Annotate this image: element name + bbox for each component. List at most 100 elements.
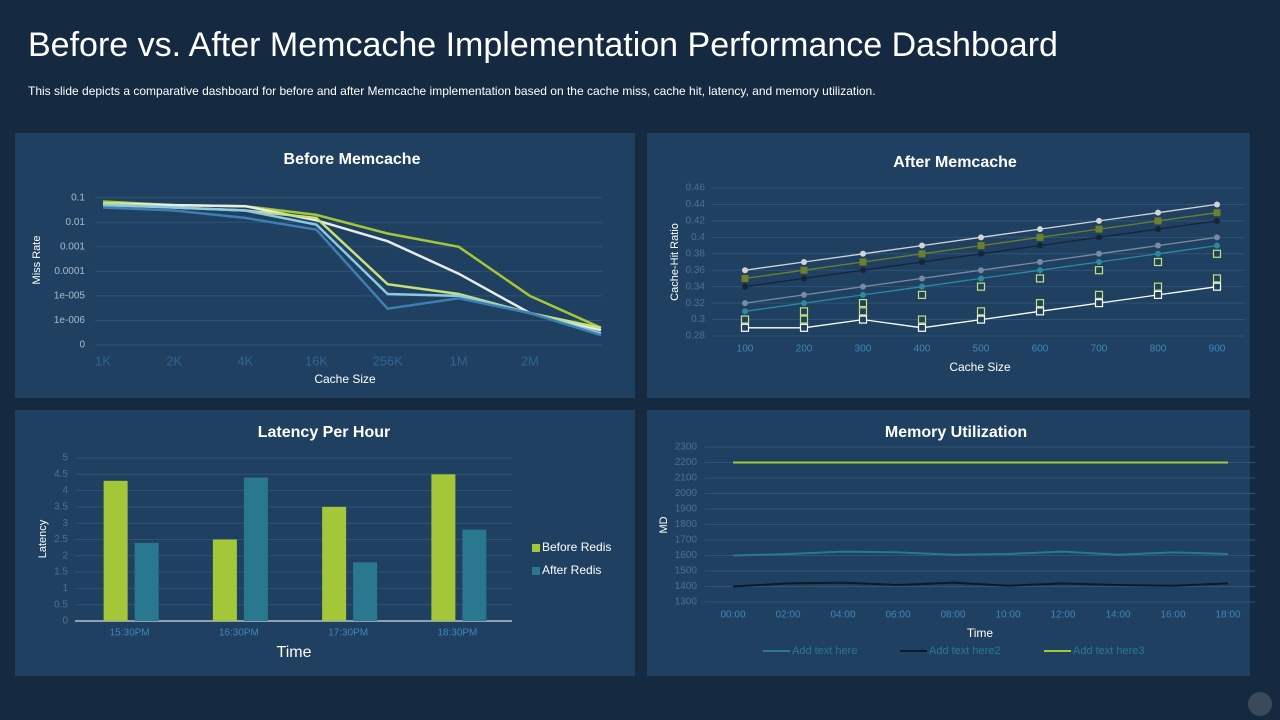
x-tick-label: 18:00	[1215, 610, 1240, 621]
y-tick-label: 2	[62, 550, 68, 561]
x-tick-label: 300	[855, 344, 872, 355]
point	[1155, 250, 1161, 257]
point	[917, 323, 927, 332]
y-tick-label: 0.32	[686, 298, 706, 309]
point	[1154, 217, 1162, 225]
point	[919, 242, 925, 249]
bar	[243, 477, 268, 621]
point	[1094, 266, 1104, 275]
point	[742, 300, 748, 307]
y-axis-label: MD	[658, 516, 670, 533]
point	[801, 259, 807, 265]
point	[1094, 299, 1104, 308]
y-tick-label: 1400	[675, 581, 698, 592]
point	[1095, 225, 1103, 233]
legend-label: Add text here3	[1073, 645, 1145, 657]
x-axis-label: Cache Size	[314, 372, 376, 386]
point	[1037, 242, 1043, 249]
y-axis-label: Cache-Hit Ratio	[669, 223, 681, 301]
legend-swatch	[532, 544, 540, 552]
y-tick-label: 0.5	[54, 599, 68, 610]
point	[1213, 209, 1221, 217]
point	[1094, 290, 1104, 299]
point	[740, 323, 750, 332]
point	[976, 315, 986, 324]
series-line	[732, 550, 1229, 557]
point	[860, 283, 866, 290]
x-tick-label: 14:00	[1105, 610, 1130, 621]
y-tick-label: 0.34	[686, 281, 706, 292]
x-tick-label: 2K	[166, 353, 182, 368]
series-line	[102, 201, 602, 332]
x-tick-label: 06:00	[885, 610, 910, 621]
point	[1035, 299, 1045, 308]
bar	[103, 480, 128, 621]
point	[1214, 242, 1220, 249]
y-tick-label: 1900	[675, 504, 698, 515]
x-tick-label: 15:30PM	[110, 628, 150, 639]
y-tick-label: 0.42	[686, 216, 706, 227]
legend-label: Add text here	[792, 645, 857, 657]
point	[1214, 234, 1220, 241]
point	[742, 267, 748, 274]
legend-label: After Redis	[542, 563, 601, 577]
nav-dot	[1248, 692, 1272, 716]
x-tick-label: 08:00	[940, 610, 965, 621]
x-tick-label: 18:30PM	[437, 628, 477, 639]
y-tick-label: 3	[62, 518, 68, 529]
point	[1214, 201, 1220, 208]
point	[917, 315, 927, 324]
point	[978, 275, 984, 282]
point	[740, 315, 750, 324]
series-line	[732, 581, 1229, 588]
point	[1155, 226, 1161, 233]
point	[1036, 233, 1044, 241]
point	[978, 267, 984, 274]
y-tick-label: 1800	[675, 519, 698, 530]
y-tick-label: 1.5	[54, 567, 68, 578]
y-tick-label: 0.1	[71, 192, 85, 203]
y-axis-label: Miss Rate	[31, 236, 43, 285]
panel	[647, 410, 1250, 676]
point	[1155, 242, 1161, 249]
point	[1096, 234, 1102, 241]
bar	[431, 474, 456, 621]
point	[1155, 209, 1161, 216]
legend-label: Before Redis	[542, 540, 611, 554]
x-tick-label: 256K	[372, 353, 403, 368]
y-tick-label: 0	[62, 616, 68, 627]
point	[858, 299, 868, 308]
panel	[647, 133, 1250, 398]
x-tick-label: 04:00	[830, 610, 855, 621]
point	[1035, 274, 1045, 283]
y-tick-label: 1700	[675, 535, 698, 546]
point	[742, 308, 748, 315]
page-title: Before vs. After Memcache Implementation…	[28, 26, 1058, 64]
chart-title: Before Memcache	[284, 151, 421, 168]
x-tick-label: 100	[737, 344, 754, 355]
point	[1212, 274, 1222, 283]
x-axis-label: Time	[277, 644, 312, 661]
x-tick-label: 02:00	[775, 610, 800, 621]
point	[1153, 290, 1163, 299]
point	[977, 242, 985, 250]
point	[741, 274, 749, 282]
x-tick-label: 4K	[237, 353, 253, 368]
point	[1214, 217, 1220, 224]
x-tick-label: 16:30PM	[219, 628, 259, 639]
y-tick-label: 0.38	[686, 248, 706, 259]
y-tick-label: 2.5	[54, 534, 68, 545]
y-tick-label: 0.3	[691, 314, 705, 325]
bar	[212, 539, 237, 621]
point	[801, 300, 807, 307]
y-tick-label: 2200	[675, 457, 698, 468]
y-tick-label: 3.5	[54, 502, 68, 513]
chart-title: Memory Utilization	[885, 424, 1027, 441]
point	[976, 282, 986, 291]
point	[1035, 307, 1045, 316]
point	[1037, 226, 1043, 233]
point	[1096, 217, 1102, 224]
bar	[134, 542, 159, 621]
y-tick-label: 0.001	[60, 241, 85, 252]
